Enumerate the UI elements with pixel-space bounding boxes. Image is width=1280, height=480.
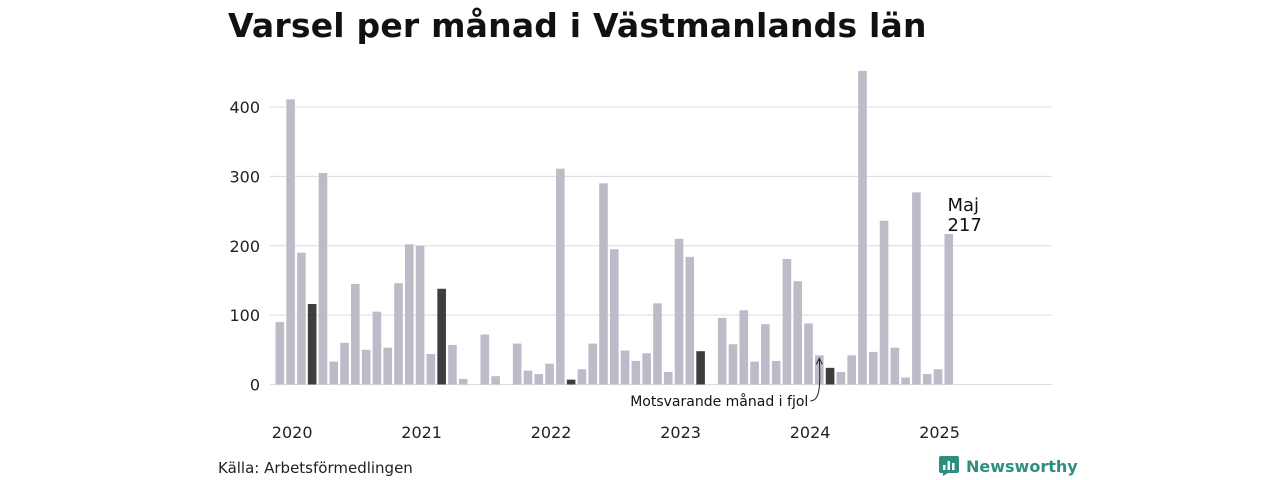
bar-same-month-previous-year xyxy=(696,351,705,385)
bar xyxy=(599,183,608,385)
bar xyxy=(631,360,641,385)
x-axis-ticks: 2020 2021 2022 2023 2024 2025 xyxy=(272,423,960,442)
bar xyxy=(394,283,403,385)
current-month-label: Maj 217 xyxy=(947,195,981,236)
y-tick-label: 100 xyxy=(229,306,260,325)
annotation-text: Motsvarande månad i fjol xyxy=(630,393,808,410)
x-tick-label: 2020 xyxy=(272,423,313,442)
bar xyxy=(318,172,328,385)
bar xyxy=(415,245,425,385)
bar xyxy=(480,334,490,385)
bar xyxy=(653,303,662,385)
x-tick-label: 2021 xyxy=(401,423,442,442)
bar xyxy=(847,355,856,385)
bar xyxy=(361,349,371,385)
x-tick-label: 2022 xyxy=(531,423,572,442)
brand-name: Newsworthy xyxy=(966,456,1078,476)
brand-logo: Newsworthy xyxy=(939,456,1078,476)
y-tick-label: 0 xyxy=(250,376,260,395)
y-axis-ticks: 0 100 200 300 400 xyxy=(229,98,260,395)
bars xyxy=(275,70,954,385)
bar xyxy=(793,281,803,385)
x-tick-label: 2024 xyxy=(790,423,831,442)
bar xyxy=(372,311,382,385)
bar xyxy=(609,249,619,385)
bar-same-month-previous-year xyxy=(437,288,446,385)
chart-title: Varsel per månad i Västmanlands län xyxy=(228,6,927,45)
bar xyxy=(545,363,554,385)
bar xyxy=(577,369,587,385)
bar xyxy=(404,244,414,385)
bar xyxy=(286,99,295,385)
y-tick-label: 400 xyxy=(229,98,260,117)
bar xyxy=(728,344,738,385)
bar xyxy=(901,377,910,385)
bar xyxy=(685,256,695,385)
y-tick-label: 300 xyxy=(229,167,260,186)
bar xyxy=(642,353,651,385)
bar-same-month-previous-year xyxy=(307,304,317,385)
source-text: Källa: Arbetsförmedlingen xyxy=(218,459,413,477)
bar xyxy=(944,233,954,385)
bar-same-month-previous-year xyxy=(825,367,835,385)
bar xyxy=(512,343,522,385)
bar xyxy=(674,238,684,385)
bar xyxy=(879,220,889,385)
bar xyxy=(523,370,533,385)
bar xyxy=(275,322,285,385)
bar xyxy=(426,353,436,385)
bar xyxy=(804,323,813,385)
bar xyxy=(771,360,781,385)
bar xyxy=(739,310,749,385)
x-tick-label: 2025 xyxy=(919,423,960,442)
bar xyxy=(620,350,630,385)
bar xyxy=(448,344,457,385)
bar-same-month-previous-year xyxy=(566,379,576,385)
bar xyxy=(782,258,792,385)
bar xyxy=(534,374,544,385)
bar xyxy=(836,372,846,385)
bar xyxy=(922,374,932,385)
newsworthy-icon xyxy=(939,456,959,476)
bar xyxy=(491,376,500,385)
bar xyxy=(750,361,759,385)
bar xyxy=(717,317,727,385)
bar xyxy=(340,342,349,385)
annotation-arrowhead xyxy=(815,357,823,365)
bar xyxy=(383,347,392,385)
bar xyxy=(858,70,867,385)
bar xyxy=(329,361,339,385)
y-tick-label: 200 xyxy=(229,237,260,256)
bar xyxy=(588,343,598,385)
bar xyxy=(890,347,900,385)
bar xyxy=(761,324,770,385)
annotation-arrow xyxy=(810,359,821,402)
bar xyxy=(297,252,306,385)
bar xyxy=(556,168,565,385)
current-month-value: 217 xyxy=(947,215,981,236)
x-tick-label: 2023 xyxy=(660,423,701,442)
bar xyxy=(663,372,673,385)
bar xyxy=(868,351,878,385)
annotation: Motsvarande månad i fjol xyxy=(630,357,823,410)
bar xyxy=(912,192,921,385)
bar xyxy=(933,369,943,385)
bar xyxy=(458,378,468,385)
bar xyxy=(351,283,360,385)
current-month-name: Maj xyxy=(947,195,979,216)
